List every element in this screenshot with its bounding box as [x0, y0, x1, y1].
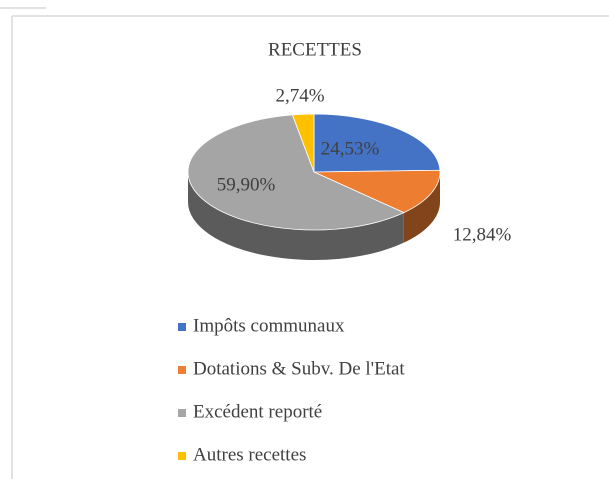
- pie-slice: [187, 114, 405, 231]
- pie-slice: [291, 113, 315, 173]
- data-label: 59,90%: [217, 174, 276, 195]
- legend-label: Dotations & Subv. De l'Etat: [193, 358, 405, 379]
- pie-slice: [313, 113, 441, 173]
- pie-slice: [313, 169, 441, 214]
- legend-swatch: [178, 452, 186, 460]
- data-label: 2,74%: [275, 85, 324, 106]
- legend-swatch: [178, 366, 186, 374]
- chart-title: RECETTES: [268, 39, 362, 60]
- legend-swatch: [178, 409, 186, 417]
- pie-side: [188, 172, 404, 260]
- legend-label: Autres recettes: [193, 444, 306, 465]
- data-label: 12,84%: [453, 224, 512, 245]
- legend-swatch: [178, 323, 186, 331]
- legend-label: Impôts communaux: [193, 315, 345, 336]
- pie-side: [403, 172, 440, 243]
- data-label: 24,53%: [321, 138, 380, 159]
- legend-label: Excédent reporté: [193, 401, 322, 422]
